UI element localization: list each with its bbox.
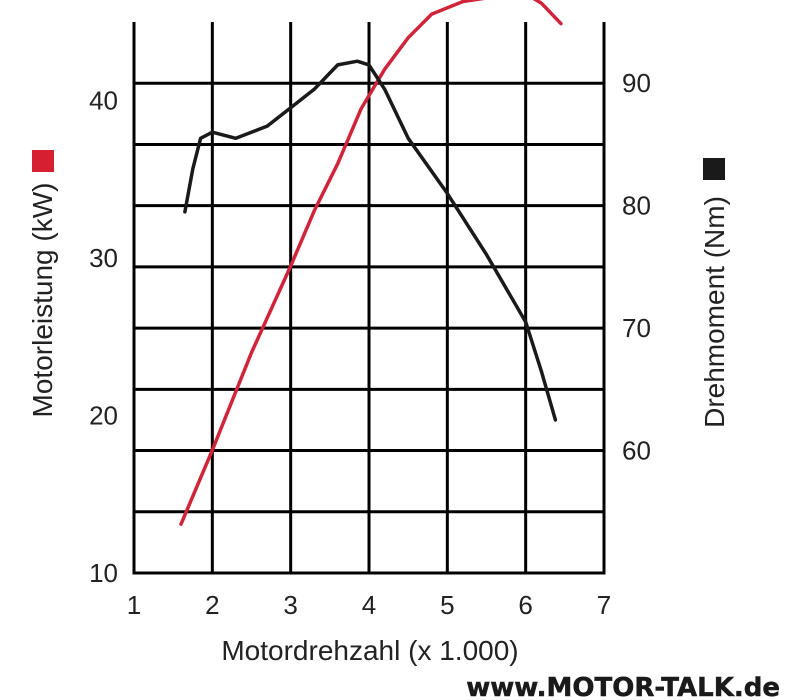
y-right-axis-title: Drehmoment (Nm) <box>699 196 730 428</box>
torque-series-line <box>183 59 558 422</box>
y-right-tick-label: 90 <box>622 68 651 98</box>
series-layer <box>179 0 563 526</box>
torque-legend-marker <box>703 158 725 180</box>
x-tick-label: 2 <box>205 590 219 620</box>
tick-labels: 1 2 3 4 5 6 7 10 20 30 40 60 70 80 90 <box>89 68 651 620</box>
power-legend-marker <box>32 150 54 172</box>
power-series-line <box>179 0 563 526</box>
y-left-tick-label: 30 <box>89 243 118 273</box>
y-right-tick-label: 60 <box>622 436 651 466</box>
y-left-tick-label: 20 <box>89 401 118 431</box>
y-left-axis-title: Motorleistung (kW) <box>27 183 58 418</box>
x-tick-label: 4 <box>362 590 376 620</box>
x-tick-label: 1 <box>127 590 141 620</box>
y-right-tick-label: 70 <box>622 313 651 343</box>
x-tick-label: 5 <box>440 590 454 620</box>
x-axis-title: Motordrehzahl (x 1.000) <box>221 635 518 666</box>
y-right-tick-label: 80 <box>622 191 651 221</box>
grid <box>132 22 606 575</box>
y-left-tick-label: 10 <box>89 558 118 588</box>
x-tick-label: 3 <box>283 590 297 620</box>
y-left-tick-label: 40 <box>89 86 118 116</box>
x-tick-label: 6 <box>518 590 532 620</box>
x-tick-label: 7 <box>597 590 611 620</box>
watermark: www.MOTOR-TALK.de <box>466 673 780 700</box>
